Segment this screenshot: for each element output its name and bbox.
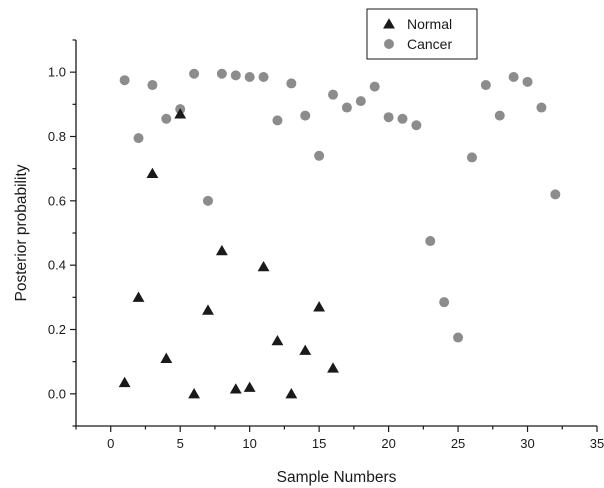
y-tick-label: 0.4 — [48, 258, 66, 273]
axes: 0 5 10 15 20 25 30 35 0.0 0.2 0.4 0.6 0.8 1.0 — [48, 39, 604, 451]
x-tick-label: 5 — [177, 436, 184, 451]
cancer-point — [411, 120, 422, 131]
cancer-point — [161, 113, 172, 124]
legend: Normal Cancer — [366, 8, 478, 60]
normal-point — [257, 260, 270, 272]
cancer-point — [189, 68, 200, 79]
cancer-point — [258, 71, 269, 82]
cancer-point — [453, 332, 464, 343]
normal-point — [146, 167, 159, 179]
y-tick-label: 0.6 — [48, 193, 66, 208]
cancer-point — [314, 150, 325, 161]
cancer-point — [494, 110, 505, 121]
cancer-point — [466, 152, 477, 163]
x-tick-label: 15 — [312, 436, 326, 451]
y-tick-label: 0.2 — [48, 322, 66, 337]
normal-point — [160, 352, 173, 363]
cancer-point — [272, 115, 283, 126]
x-tick-label: 20 — [381, 436, 395, 451]
normal-point — [229, 383, 242, 394]
cancer-point — [286, 78, 297, 89]
normal-point — [118, 376, 131, 388]
cancer-point — [522, 76, 533, 87]
x-tick-label: 10 — [242, 436, 256, 451]
normal-point — [299, 344, 312, 355]
normal-point — [132, 291, 145, 302]
cancer-point — [383, 112, 394, 123]
normal-point — [243, 381, 256, 392]
y-tick-label: 0.0 — [48, 386, 66, 401]
cancer-legend-marker — [384, 39, 394, 49]
normal-point — [215, 244, 228, 256]
cancer-point — [133, 133, 144, 144]
cancer-point — [397, 113, 408, 124]
cancer-point — [328, 89, 339, 100]
normal-point — [174, 108, 187, 119]
normal-point — [202, 304, 214, 315]
normal-legend-label: Normal — [407, 16, 452, 32]
legend-box — [366, 8, 478, 60]
cancer-point — [536, 102, 547, 113]
normal-point — [285, 388, 298, 399]
normal-legend-marker — [383, 18, 395, 29]
data-points — [118, 68, 561, 399]
normal-point — [188, 388, 201, 399]
y-axis-title: Posterior probability — [13, 164, 30, 301]
cancer-point — [119, 75, 130, 86]
x-tick-label: 0 — [107, 436, 114, 451]
x-tick-label: 30 — [520, 436, 534, 451]
cancer-point — [508, 71, 519, 82]
cancer-point — [147, 80, 158, 91]
cancer-point — [439, 297, 450, 308]
y-tick-label: 0.8 — [48, 129, 66, 144]
normal-point — [327, 362, 339, 373]
cancer-point — [355, 96, 366, 107]
cancer-point — [550, 189, 561, 200]
y-tick-label: 1.0 — [48, 65, 66, 80]
cancer-point — [425, 236, 436, 247]
cancer-point — [244, 71, 255, 82]
cancer-point — [369, 81, 380, 92]
cancer-point — [480, 80, 491, 91]
cancer-point — [230, 70, 241, 81]
x-tick-label: 35 — [590, 436, 604, 451]
x-axis-title: Sample Numbers — [277, 469, 397, 486]
cancer-point — [202, 195, 213, 206]
normal-point — [313, 301, 326, 312]
cancer-legend-label: Cancer — [407, 36, 452, 52]
cancer-point — [341, 102, 352, 113]
cancer-point — [300, 110, 311, 121]
cancer-point — [216, 68, 227, 79]
x-tick-label: 25 — [451, 436, 465, 451]
normal-point — [271, 334, 284, 346]
